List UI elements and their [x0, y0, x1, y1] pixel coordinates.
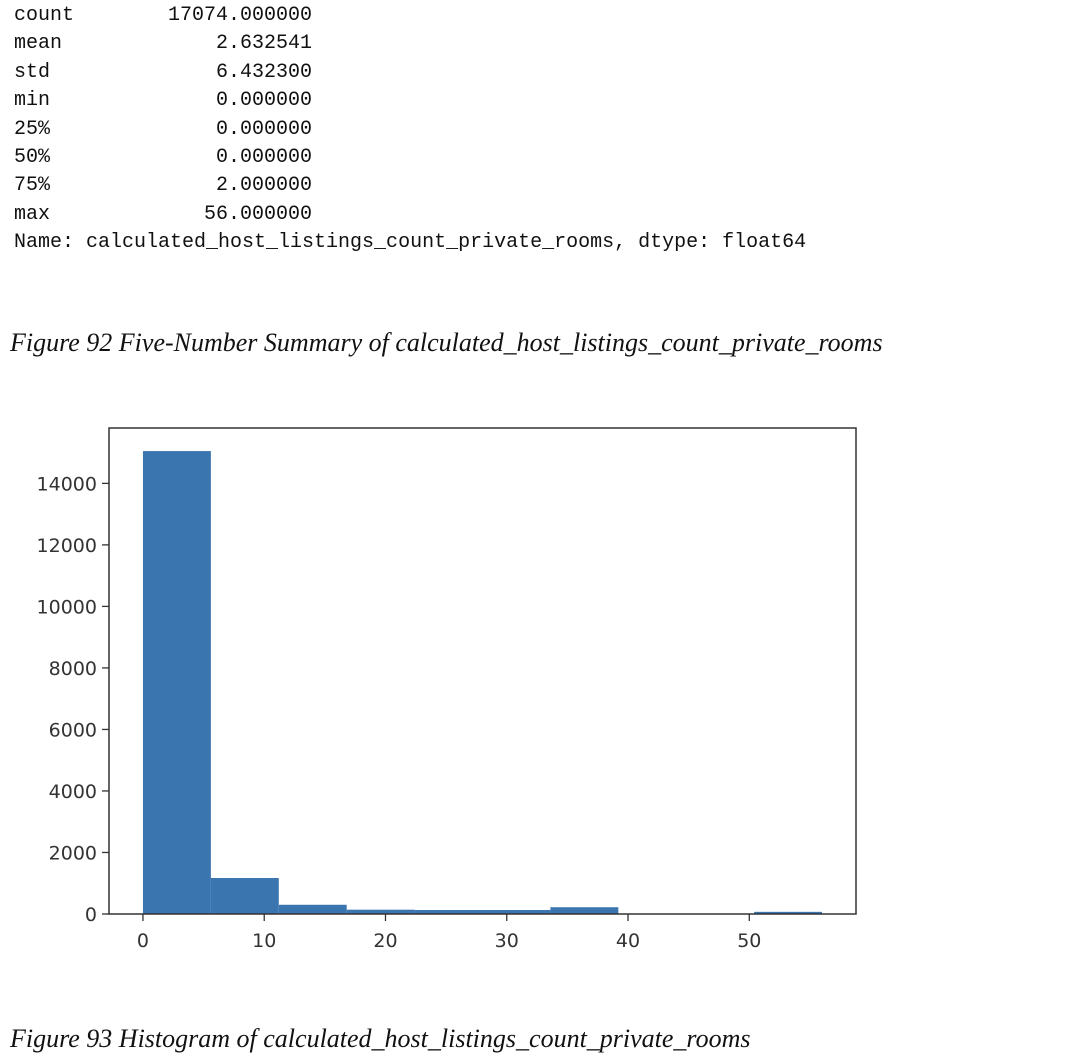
summary-label: mean [14, 32, 63, 56]
summary-label: std [14, 60, 51, 84]
y-tick-label: 8000 [49, 658, 97, 680]
histogram-bar-3 [346, 909, 415, 914]
summary-label: 50% [14, 145, 51, 169]
x-tick-label: 50 [737, 930, 761, 952]
summary-row: mean 2.632541 [14, 30, 806, 58]
histogram-bar-6 [550, 907, 619, 914]
series-name-line: Name: calculated_host_listings_count_pri… [14, 231, 807, 255]
histogram-bar-2 [278, 904, 347, 914]
y-tick-label: 10000 [37, 596, 97, 618]
histogram-chart: 0 10 20 30 40 50 0 2000 4000 6000 8000 10000 12000 1… [37, 427, 857, 952]
histogram-bar-1 [210, 878, 279, 914]
summary-value: 6.432300 [215, 60, 312, 84]
x-tick-label: 20 [373, 930, 397, 952]
x-tick-label: 30 [495, 930, 519, 952]
summary-row: 75% 2.000000 [14, 172, 806, 200]
figure-caption-summary: Figure 92 Five-Number Summary of calcula… [10, 328, 883, 357]
histogram-bar-0 [142, 451, 211, 914]
histogram-bar-4 [414, 910, 483, 914]
summary-row: max 56.000000 [14, 201, 806, 229]
summary-label: 75% [14, 174, 51, 198]
summary-value: 56.000000 [203, 202, 312, 226]
x-axis: 0 10 20 30 40 50 [137, 914, 761, 952]
summary-label: 25% [14, 117, 51, 141]
plot-frame [108, 427, 857, 915]
y-tick-label: 14000 [37, 473, 97, 495]
figure-caption-histogram: Figure 93 Histogram of calculated_host_l… [10, 1024, 751, 1053]
y-tick-label: 0 [85, 904, 97, 926]
summary-value: 2.632541 [215, 32, 312, 56]
y-tick-label: 4000 [49, 781, 97, 803]
y-axis: 0 2000 4000 6000 8000 10000 12000 14000 [37, 473, 109, 926]
summary-row: min 0.000000 [14, 87, 806, 115]
summary-label: count [14, 4, 75, 27]
describe-output: count 17074.000000 mean 2.632541 std 6.4323… [14, 2, 806, 258]
summary-row: count 17074.000000 [14, 2, 806, 30]
summary-value: 0.000000 [215, 117, 312, 141]
summary-value: 17074.000000 [167, 4, 312, 27]
y-tick-label: 2000 [49, 842, 97, 864]
y-tick-label: 6000 [49, 719, 97, 741]
x-tick-label: 10 [252, 930, 276, 952]
x-tick-label: 40 [616, 930, 640, 952]
y-tick-label: 12000 [37, 535, 97, 557]
summary-row: std 6.432300 [14, 59, 806, 87]
summary-row: 50% 0.000000 [14, 144, 806, 172]
histogram-bar-5 [482, 910, 551, 914]
histogram-bars [142, 451, 823, 914]
summary-label: max [14, 202, 51, 226]
histogram-bar-9 [754, 911, 823, 914]
summary-label: min [14, 89, 51, 113]
summary-row: 25% 0.000000 [14, 116, 806, 144]
x-tick-label: 0 [137, 930, 149, 952]
summary-value: 0.000000 [215, 145, 312, 169]
summary-value: 2.000000 [215, 174, 312, 198]
summary-value: 0.000000 [215, 89, 312, 113]
